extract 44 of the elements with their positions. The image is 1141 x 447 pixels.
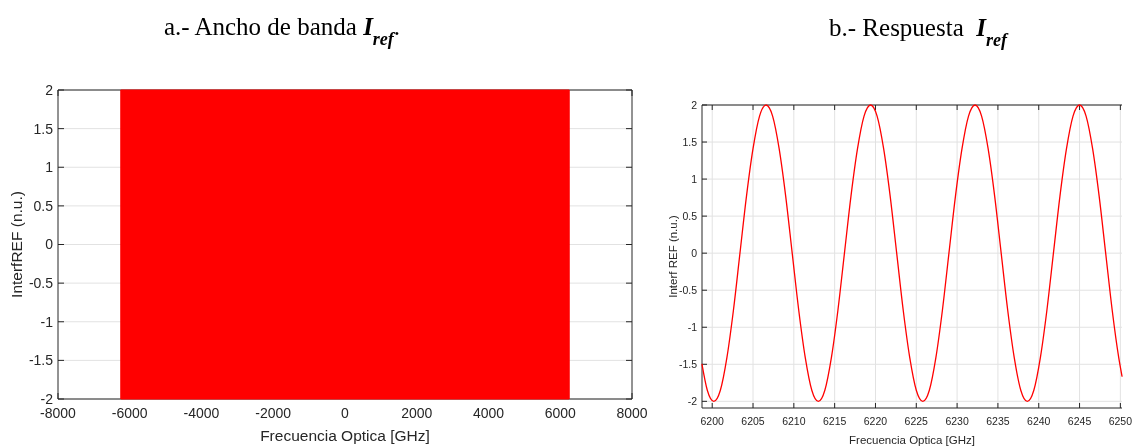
x-tick-label: 6235 — [986, 415, 1010, 427]
y-tick-label: 0 — [691, 246, 698, 259]
y-tick-label: 1 — [691, 172, 698, 185]
x-tick-label: 6250 — [1108, 415, 1133, 427]
y-tick-label: -1 — [687, 320, 698, 333]
x-tick-label: 4000 — [472, 405, 505, 421]
x-tick-label: 8000 — [616, 405, 648, 421]
x-tick-label: -2000 — [255, 405, 292, 421]
y-tick-label: 1.5 — [33, 120, 54, 137]
chart-title: a.- Ancho de banda I$_{ref}$. — [163, 13, 401, 49]
y-tick-label: 0.5 — [33, 197, 54, 214]
y-tick-label: -2 — [40, 390, 54, 407]
x-axis-title: Frecuencia Optica [GHz] — [849, 434, 975, 446]
x-tick-label: 6215 — [822, 415, 847, 427]
x-tick-label: 6220 — [863, 415, 888, 427]
x-tick-label: 6200 — [700, 415, 725, 427]
x-axis-title: Frecuencia Optica [GHz] — [260, 427, 430, 444]
y-tick-label: -0.5 — [28, 275, 54, 292]
x-tick-label: 6205 — [741, 415, 765, 427]
x-tick-label: -6000 — [111, 405, 148, 421]
y-tick-label: -2 — [687, 395, 698, 408]
y-axis-title: Interf REF (n.u.) — [667, 215, 679, 298]
chart-title: b.- Respuesta I$_{ref}$ — [829, 14, 1009, 50]
y-tick-label: -1.5 — [678, 357, 698, 370]
x-tick-label: -4000 — [183, 405, 220, 421]
y-axis-title: InterfREF (n.u.) — [8, 191, 25, 298]
y-tick-label: 0.5 — [682, 209, 698, 222]
y-tick-label: 0 — [45, 236, 54, 253]
x-tick-label: 2000 — [401, 405, 433, 421]
x-tick-label: 0 — [341, 405, 350, 421]
x-tick-label: 6000 — [544, 405, 577, 421]
y-tick-label: 1.5 — [682, 135, 698, 148]
y-tick-label: 1 — [45, 159, 54, 176]
x-tick-label: 6230 — [945, 415, 969, 427]
x-tick-label: -8000 — [40, 405, 77, 421]
y-tick-label: -1 — [40, 313, 54, 330]
x-tick-label: 6225 — [904, 415, 929, 427]
y-tick-label: 2 — [45, 81, 54, 98]
y-tick-label: 2 — [691, 98, 698, 111]
y-tick-label: -0.5 — [678, 283, 698, 296]
y-tick-label: -1.5 — [28, 352, 54, 369]
x-tick-label: 6210 — [782, 415, 806, 427]
x-tick-label: 6240 — [1027, 415, 1051, 427]
x-tick-label: 6245 — [1067, 415, 1092, 427]
